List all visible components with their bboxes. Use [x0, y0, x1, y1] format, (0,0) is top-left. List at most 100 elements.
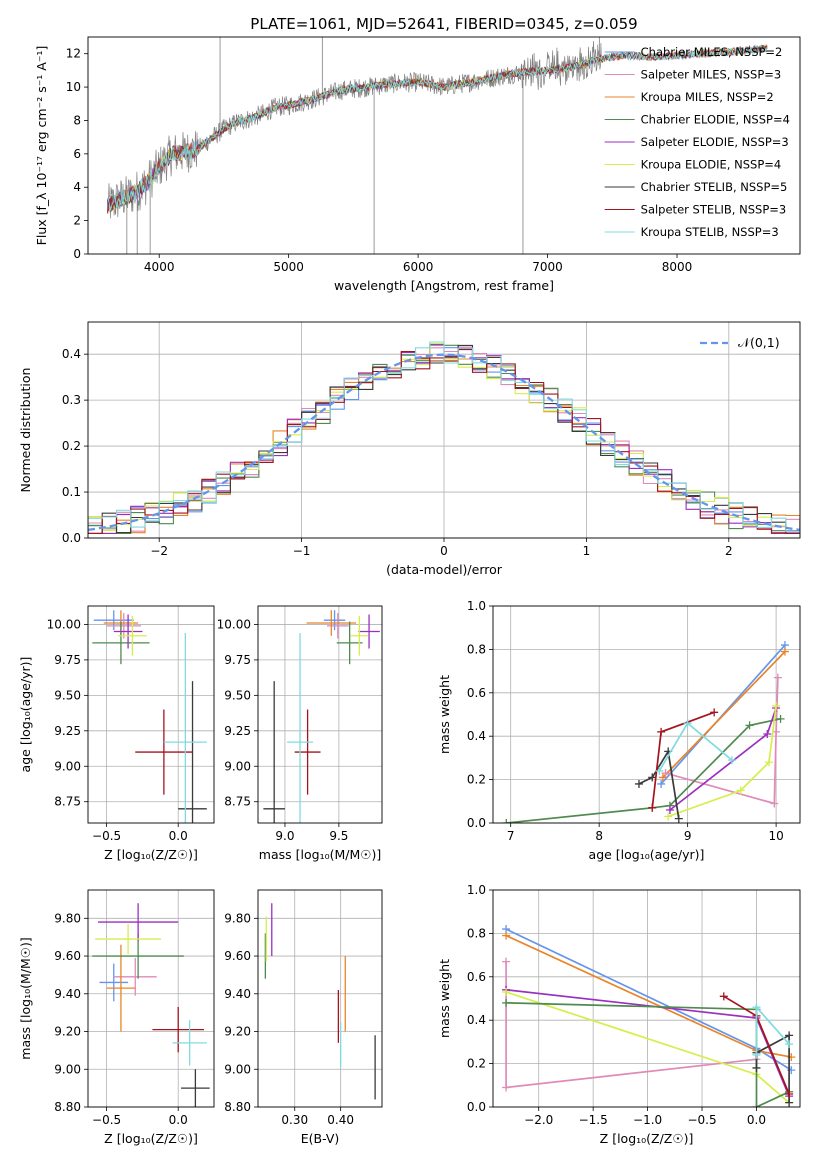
spectrum-ytick-label: 10 — [66, 80, 81, 94]
weight_vs_age-xlabel: age [log₁₀(age/yr)] — [589, 847, 705, 862]
weight_vs_age-xtick-label: 7 — [507, 829, 515, 843]
weight_vs_Z-marker — [502, 1083, 511, 1092]
weight_vs_age-marker — [657, 779, 666, 788]
spectrum-data-layer — [107, 37, 768, 254]
residuals-xtick-label: −2 — [150, 544, 168, 558]
weight_vs_Z-series-chabrier-stelib — [755, 1033, 790, 1103]
weight_vs_age-marker — [776, 714, 785, 723]
spectrum-ytick-label: 6 — [73, 147, 81, 161]
weight_vs_Z-xtick-label: 0.0 — [747, 1113, 766, 1127]
residuals-xtick-label: −1 — [293, 544, 311, 558]
mass_vs_Z-ytick-label: 9.00 — [54, 1062, 81, 1076]
age_vs_Z-data-layer — [92, 610, 207, 823]
spectrum-legend-label: Chabrier STELIB, NSSP=5 — [641, 180, 788, 194]
age_vs_mass-ytick-label: 9.75 — [224, 653, 251, 667]
spectrum-legend-label: Salpeter STELIB, NSSP=3 — [641, 203, 787, 217]
spectrum-legend-label: Kroupa STELIB, NSSP=3 — [641, 225, 779, 239]
age_vs_mass-xtick-label: 9.5 — [329, 829, 348, 843]
spectrum-xlabel: wavelength [Angstrom, rest frame] — [334, 278, 554, 293]
spectrum-legend-label: Salpeter MILES, NSSP=3 — [641, 68, 782, 82]
residuals-xtick-label: 1 — [583, 544, 591, 558]
age_vs_mass-xlabel: mass [log₁₀(M/M☉)] — [259, 847, 381, 862]
weight_vs_age-marker — [655, 766, 664, 775]
weight_vs_age-marker — [765, 758, 774, 767]
weight_vs_age-xtick-label: 10 — [768, 829, 783, 843]
age_vs_Z-ytick-label: 9.25 — [54, 724, 81, 738]
age_vs_Z-ytick-label: 9.50 — [54, 688, 81, 702]
residuals-plot: −2 −1 0 1 2 0.0 0.1 0.2 0.3 0.4 (data-model)/error… — [18, 321, 801, 577]
mass_vs_Z-ytick-label: 8.80 — [54, 1100, 81, 1114]
age_vs_Z-xtick-label: 0.0 — [169, 829, 188, 843]
spectrum-xtick-label: 5000 — [273, 260, 304, 274]
weight_vs_age-series-salpeter-miles — [665, 677, 779, 805]
mass_vs_Z-ytick-label: 9.60 — [54, 949, 81, 963]
weight_vs_age-series-kroupa-miles — [662, 651, 786, 778]
weight_vs_Z-ytick-label: 0.0 — [467, 1100, 486, 1114]
weight_vs_Z-ylabel: mass weight — [437, 959, 452, 1038]
spectrum-legend-label: Chabrier MILES, NSSP=2 — [641, 45, 783, 59]
weight_vs_Z-frame — [492, 889, 801, 1108]
weight_vs_age-frame — [492, 605, 801, 824]
weight_vs_age-marker — [634, 779, 643, 788]
residuals-xtick-label: 2 — [725, 544, 733, 558]
spectrum-plot: 4000 5000 6000 7000 8000 0 2 4 6 8 10 12 wavelength … — [34, 36, 801, 293]
weight_vs_age-marker — [710, 708, 719, 717]
weight_vs_age-ylabel: mass weight — [437, 675, 452, 754]
age_vs_mass-ytick-label: 8.75 — [224, 795, 251, 809]
spectrum-xtick-label: 4000 — [144, 260, 175, 274]
spectrum-frame — [87, 36, 801, 255]
weight_vs_Z-marker — [785, 1089, 794, 1098]
normal-curve — [88, 353, 800, 532]
weight_vs_age-marker — [763, 730, 772, 739]
age_vs_mass-ytick-label: 9.25 — [224, 724, 251, 738]
spectrum-xtick-label: 8000 — [662, 260, 693, 274]
age_vs_mass-ytick-label: 9.50 — [224, 688, 251, 702]
normal-legend-label: 𝒩(0,1) — [738, 335, 780, 350]
weight_vs_Z-marker — [502, 957, 511, 966]
weight_vs_Z-marker — [502, 998, 511, 1007]
mass_vs_ebv-xlabel: E(B-V) — [301, 1131, 340, 1146]
weight_vs_Z-xlabel: Z [log₁₀(Z/Z☉)] — [600, 1131, 694, 1146]
mass_vs_Z-xlabel: Z [log₁₀(Z/Z☉)] — [104, 1131, 198, 1146]
age_vs_mass-data-layer — [263, 610, 380, 823]
age_vs_Z-ylabel: age [log₁₀(age/yr)] — [18, 657, 33, 773]
weight_vs_age-plot: 7 8 9 10 0.0 0.2 0.4 0.6 0.8 1.0 age [log₁₀(age/yr… — [437, 599, 801, 862]
weight_vs_age-marker — [745, 721, 754, 730]
weight_vs_age-marker — [780, 647, 789, 656]
spectrum-ytick-label: 8 — [73, 113, 81, 127]
spectrum-xtick-label: 6000 — [403, 260, 434, 274]
residuals-ytick-label: 0.0 — [62, 531, 81, 545]
weight_vs_Z-marker — [719, 992, 728, 1001]
weight_vs_age-series-chabrier-stelib — [638, 748, 680, 819]
spectrum-legend-label: Kroupa ELODIE, NSSP=4 — [641, 158, 782, 172]
spectrum-ytick-label: 4 — [73, 180, 81, 194]
mass_vs_ebv-xtick-label: 0.30 — [281, 1113, 308, 1127]
age_vs_mass-ytick-label: 10.00 — [217, 617, 251, 631]
weight_vs_Z-xtick-label: −1.0 — [633, 1113, 662, 1127]
weight_vs_age-marker — [648, 773, 657, 782]
age_vs_Z-ytick-label: 10.00 — [47, 617, 81, 631]
weight_vs_age-marker — [664, 812, 673, 821]
spectrum-legend-label: Kroupa MILES, NSSP=2 — [641, 90, 774, 104]
mass_vs_Z-xtick-label: 0.0 — [169, 1113, 188, 1127]
weight_vs_age-xtick-label: 8 — [595, 829, 603, 843]
weight_vs_age-xtick-label: 9 — [684, 829, 692, 843]
age_vs_Z-ytick-label: 8.75 — [54, 795, 81, 809]
weight_vs_Z-xtick-label: −0.5 — [687, 1113, 716, 1127]
residuals-ytick-label: 0.4 — [62, 347, 81, 361]
residuals-ytick-label: 0.3 — [62, 393, 81, 407]
weight_vs_age-marker — [773, 673, 782, 682]
spectrum-xtick-label: 7000 — [532, 260, 563, 274]
mass_vs_Z-data-layer — [92, 903, 210, 1107]
mass_vs_ebv-xtick-label: 0.40 — [327, 1113, 354, 1127]
mass_vs_ebv-ytick-label: 9.60 — [224, 949, 251, 963]
mass_vs_Z-frame — [87, 889, 215, 1108]
weight_vs_Z-marker — [752, 1050, 761, 1059]
weight_vs_Z-marker — [502, 987, 511, 996]
mass_vs_ebv-ytick-label: 9.00 — [224, 1062, 251, 1076]
residuals-ytick-label: 0.1 — [62, 485, 81, 499]
mass_vs_Z-plot: −0.5 0.0 8.80 9.00 9.20 9.40 9.60 9.80 Z [log₁₀(… — [18, 889, 215, 1146]
residuals-ytick-label: 0.2 — [62, 439, 81, 453]
weight_vs_age-series-kroupa-elodie — [667, 705, 777, 818]
